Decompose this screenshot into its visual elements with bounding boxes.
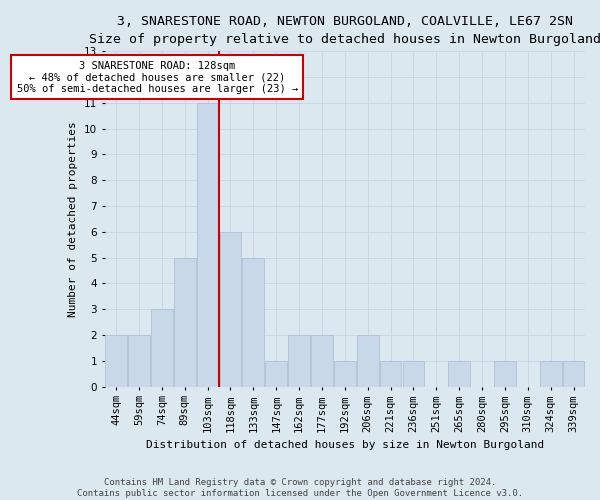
Bar: [540, 360, 562, 386]
Text: 3 SNARESTONE ROAD: 128sqm
← 48% of detached houses are smaller (22)
50% of semi-: 3 SNARESTONE ROAD: 128sqm ← 48% of detac…: [17, 60, 298, 94]
Bar: [357, 335, 379, 386]
Text: Contains HM Land Registry data © Crown copyright and database right 2024.
Contai: Contains HM Land Registry data © Crown c…: [77, 478, 523, 498]
X-axis label: Distribution of detached houses by size in Newton Burgoland: Distribution of detached houses by size …: [146, 440, 544, 450]
Bar: [311, 335, 333, 386]
Bar: [220, 232, 241, 386]
Bar: [403, 360, 424, 386]
Bar: [242, 258, 264, 386]
Y-axis label: Number of detached properties: Number of detached properties: [68, 121, 78, 317]
Bar: [448, 360, 470, 386]
Bar: [288, 335, 310, 386]
Bar: [151, 309, 173, 386]
Bar: [128, 335, 150, 386]
Bar: [563, 360, 584, 386]
Bar: [174, 258, 196, 386]
Bar: [494, 360, 516, 386]
Bar: [265, 360, 287, 386]
Bar: [380, 360, 401, 386]
Bar: [334, 360, 356, 386]
Title: 3, SNARESTONE ROAD, NEWTON BURGOLAND, COALVILLE, LE67 2SN
Size of property relat: 3, SNARESTONE ROAD, NEWTON BURGOLAND, CO…: [89, 15, 600, 46]
Bar: [197, 103, 218, 387]
Bar: [105, 335, 127, 386]
